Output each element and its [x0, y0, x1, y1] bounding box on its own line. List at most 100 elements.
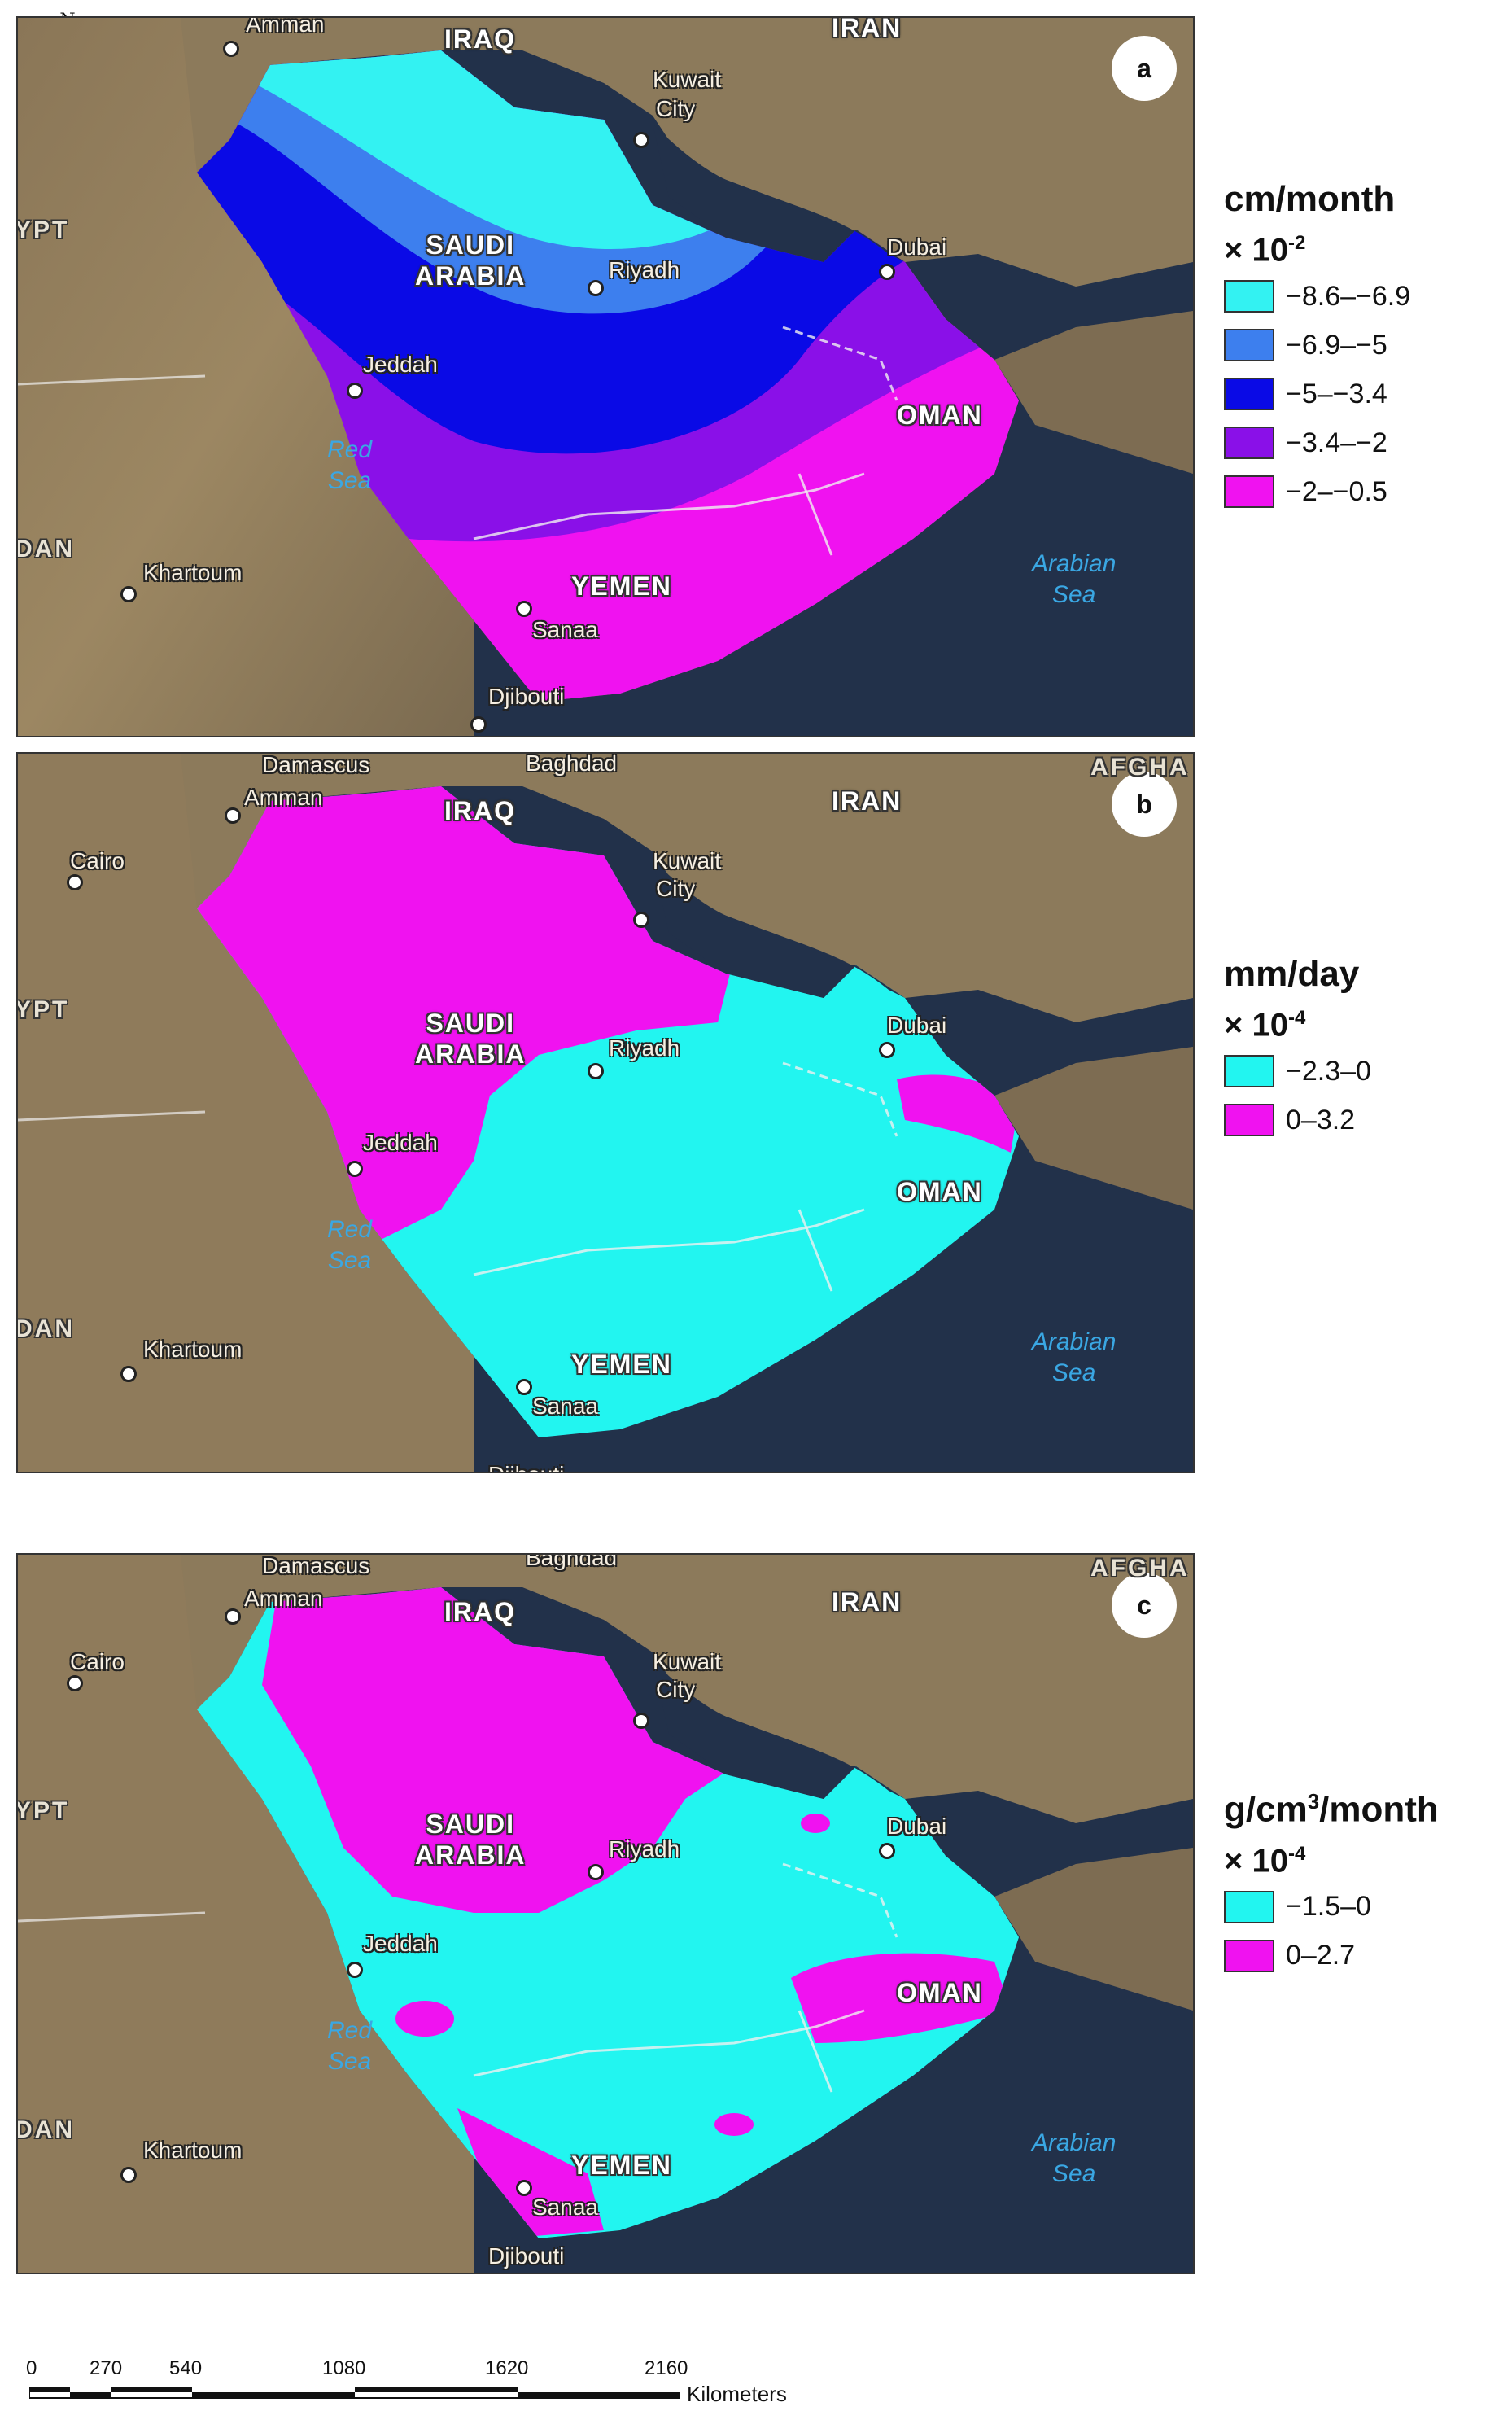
city-marker [120, 1366, 137, 1382]
legend-a: cm/month × 10-2 −8.6–−6.9 −6.9–−5 −5–−3.… [1224, 177, 1410, 516]
label-khartoum: Khartoum [143, 560, 243, 585]
label-egypt: YPT [16, 1797, 70, 1824]
label-red-sea: Red Sea [327, 2017, 373, 2075]
label-baghdad: Baghdad [526, 752, 618, 776]
scale-tick: 0 [26, 2357, 37, 2379]
label-arabian-sea: Arabian Sea [1032, 550, 1117, 608]
label-sudan: DAN [16, 1315, 75, 1342]
label-sudan: DAN [16, 2116, 75, 2143]
label-khartoum: Khartoum [143, 2138, 243, 2163]
label-cairo: Cairo [70, 1649, 125, 1674]
label-kuwait-city: City [656, 96, 696, 121]
legend-swatch [1224, 1890, 1274, 1923]
city-marker [347, 1962, 363, 1978]
city-marker [225, 1608, 241, 1625]
scale-tick-labels: 0 270 540 1080 1620 2160 [26, 2357, 688, 2382]
map-panel-c: c Damascus Baghdad Amman IRAQ IRAN AFGHA… [16, 1553, 1195, 2274]
label-kuwait-city: City [656, 1677, 696, 1702]
label-red-sea: Red Sea [327, 436, 373, 494]
label-yemen: YEMEN [571, 1350, 672, 1379]
map-panel-a: a IRAQ IRAN Amman Kuwait City SAUDI ARABI… [16, 16, 1195, 737]
label-riyadh: Riyadh [609, 1836, 680, 1862]
label-djibouti: Djibouti [488, 2243, 565, 2269]
label-dubai: Dubai [887, 1013, 947, 1038]
city-marker [588, 1864, 604, 1880]
map-panel-b: b Damascus Baghdad Amman IRAQ IRAN AFGHA… [16, 752, 1195, 1473]
city-marker [633, 132, 649, 148]
map-canvas [18, 754, 1193, 1472]
city-marker [347, 1161, 363, 1177]
label-oman: OMAN [897, 400, 983, 430]
legend-item: −2–−0.5 [1224, 467, 1410, 516]
city-marker [67, 1675, 83, 1691]
legend-unit: cm/month [1224, 179, 1396, 219]
legend-item: −5–−3.4 [1224, 370, 1410, 418]
label-riyadh: Riyadh [609, 1035, 680, 1061]
legend-item: −8.6–−6.9 [1224, 272, 1410, 321]
label-afghanistan: AFGHA [1090, 754, 1190, 781]
panel-letter: a [1112, 36, 1177, 101]
scale-bar: 0 270 540 1080 1620 2160 Kilometers [26, 2357, 811, 2406]
label-sanaa: Sanaa [532, 1394, 598, 1419]
label-iraq: IRAQ [444, 24, 516, 54]
label-jeddah: Jeddah [363, 1130, 438, 1155]
label-kuwait: Kuwait [653, 1649, 722, 1674]
label-sanaa: Sanaa [532, 617, 598, 642]
legend-item: −6.9–−5 [1224, 321, 1410, 370]
label-damascus: Damascus [262, 752, 370, 777]
label-saudi: SAUDI ARABIA [415, 1809, 527, 1870]
label-arabian-sea: Arabian Sea [1032, 1328, 1117, 1386]
city-marker [879, 1843, 895, 1859]
label-afghanistan: AFGHA [1090, 1555, 1190, 1582]
legend-swatch [1224, 280, 1274, 313]
legend-item: 0–2.7 [1224, 1932, 1439, 1980]
city-marker [633, 1713, 649, 1729]
legend-item: −2.3–0 [1224, 1047, 1371, 1096]
legend-swatch [1224, 378, 1274, 411]
label-iran: IRAN [832, 16, 902, 42]
legend-item: −3.4–−2 [1224, 418, 1410, 467]
label-yemen: YEMEN [571, 2151, 672, 2180]
label-jeddah: Jeddah [363, 352, 438, 377]
label-jeddah: Jeddah [363, 1931, 438, 1956]
scale-tick: 540 [169, 2357, 203, 2379]
legend-c: g/cm3/month × 10-4 −1.5–0 0–2.7 [1224, 1779, 1439, 1980]
label-sanaa: Sanaa [532, 2194, 598, 2220]
label-kuwait: Kuwait [653, 848, 722, 873]
legend-unit: g/cm3/month [1224, 1789, 1439, 1830]
legend-swatch [1224, 1939, 1274, 1972]
legend-scale: × 10-2 [1224, 232, 1306, 269]
label-riyadh: Riyadh [609, 257, 680, 282]
label-iraq: IRAQ [444, 796, 516, 825]
scale-tick: 1620 [485, 2357, 529, 2379]
city-marker [120, 2167, 137, 2183]
city-marker [633, 912, 649, 928]
label-cairo: Cairo [70, 848, 125, 873]
city-marker [347, 383, 363, 399]
label-amman: Amman [244, 785, 323, 810]
label-oman: OMAN [897, 1978, 983, 2007]
label-iran: IRAN [832, 1587, 902, 1617]
label-khartoum: Khartoum [143, 1337, 243, 1362]
label-arabian-sea: Arabian Sea [1032, 2129, 1117, 2187]
legend-item: 0–3.2 [1224, 1096, 1371, 1144]
label-egypt: YPT [16, 217, 70, 243]
label-dubai: Dubai [887, 1814, 947, 1839]
label-saudi: SAUDI ARABIA [415, 230, 527, 291]
label-amman: Amman [244, 1586, 323, 1611]
label-red-sea: Red Sea [327, 1216, 373, 1274]
city-marker [120, 586, 137, 602]
label-baghdad: Baghdad [526, 1553, 618, 1570]
label-egypt: YPT [16, 996, 70, 1023]
city-marker [516, 1379, 532, 1395]
map-canvas [18, 18, 1193, 736]
label-iraq: IRAQ [444, 1597, 516, 1626]
label-iran: IRAN [832, 786, 902, 816]
legend-swatch [1224, 427, 1274, 460]
city-marker [223, 41, 239, 57]
map-canvas [18, 1555, 1193, 2273]
city-marker [470, 716, 487, 733]
legend-swatch [1224, 329, 1274, 362]
label-kuwait: Kuwait [653, 67, 722, 92]
scale-tick: 2160 [645, 2357, 688, 2379]
